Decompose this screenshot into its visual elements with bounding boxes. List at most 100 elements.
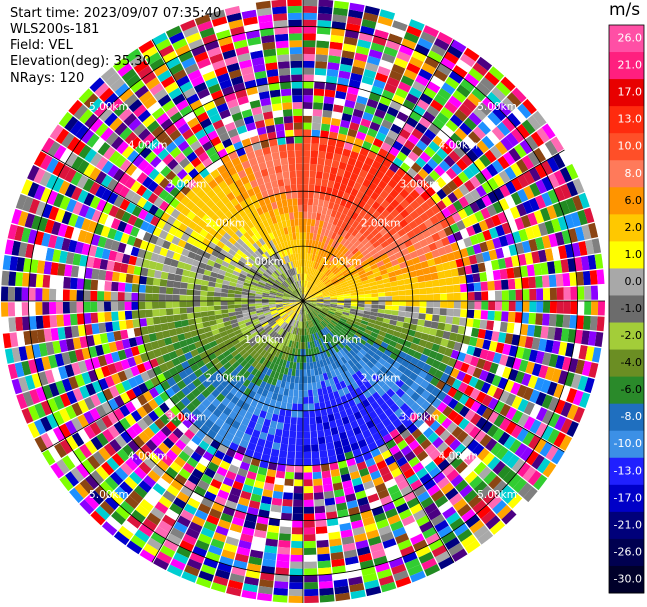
radar-gate <box>303 287 305 295</box>
radar-gate <box>337 366 345 375</box>
radar-gate <box>461 434 474 448</box>
radar-gate <box>120 500 135 515</box>
radar-gate <box>215 569 231 580</box>
radar-gate <box>241 589 257 600</box>
radar-gate <box>310 423 317 432</box>
radar-gate <box>265 315 273 320</box>
radar-gate <box>366 233 375 241</box>
radar-gate <box>426 393 437 405</box>
radar-gate <box>385 296 393 301</box>
radar-gate <box>313 254 318 262</box>
radar-gate <box>152 316 161 325</box>
radar-gate <box>290 303 297 308</box>
radar-gate <box>152 309 160 317</box>
radar-gate <box>113 395 125 408</box>
radar-gate <box>460 362 470 373</box>
radar-gate <box>54 442 67 458</box>
radar-gate <box>574 226 585 242</box>
radar-gate <box>45 341 55 356</box>
radar-gate <box>394 342 404 351</box>
radar-gate <box>300 314 303 322</box>
radar-gate <box>182 325 191 333</box>
radar-gate <box>469 188 481 201</box>
radar-gate <box>333 345 340 353</box>
radar-gate <box>437 88 452 101</box>
radar-gate <box>459 228 470 239</box>
radar-gate <box>309 296 316 299</box>
radar-gate <box>564 372 575 387</box>
radar-gate <box>154 501 169 514</box>
radar-gate <box>247 337 255 345</box>
radar-gate <box>200 473 213 485</box>
radar-gate <box>450 39 467 53</box>
radar-gate <box>269 362 276 370</box>
radar-gate <box>128 337 138 348</box>
radar-gate <box>293 341 297 349</box>
radar-gate <box>450 242 460 252</box>
radar-gate <box>442 331 451 340</box>
radar-gate <box>455 479 469 493</box>
radar-gate <box>405 204 415 215</box>
radar-gate <box>186 402 197 413</box>
radar-gate <box>346 252 354 260</box>
radar-gate <box>420 411 431 422</box>
radar-gate <box>560 259 570 273</box>
radar-gate <box>535 350 545 364</box>
radar-gate <box>332 572 347 581</box>
radar-gate <box>340 372 348 381</box>
radar-gate <box>423 478 437 491</box>
radar-gate <box>249 287 257 291</box>
radar-gate <box>313 395 320 404</box>
radar-gate <box>264 335 271 342</box>
radar-gate <box>311 458 321 466</box>
radar-gate <box>245 354 253 363</box>
radar-gate <box>305 314 308 322</box>
radar-gate <box>372 416 382 426</box>
radar-gate <box>315 346 320 354</box>
radar-gate <box>166 377 177 387</box>
radar-gate <box>316 302 324 305</box>
radar-gate <box>245 513 258 523</box>
radar-gate <box>430 44 447 57</box>
radar-gate <box>431 387 442 398</box>
radar-gate <box>227 308 236 313</box>
radar-gate <box>450 349 460 360</box>
radar-gate <box>102 388 114 401</box>
radar-gate <box>74 349 85 362</box>
radar-gate <box>305 266 309 274</box>
radar-gate <box>382 433 393 444</box>
radar-gate <box>85 383 97 396</box>
radar-gate <box>437 229 447 239</box>
radar-gate <box>175 327 184 335</box>
radar-gate <box>108 341 118 353</box>
radar-gate <box>50 327 59 341</box>
radar-gate <box>145 439 158 452</box>
radar-gate <box>134 374 144 386</box>
radar-gate <box>576 271 584 286</box>
radar-gate <box>328 309 336 314</box>
radar-gate <box>420 333 429 341</box>
radar-gate <box>209 319 217 326</box>
radar-gate <box>453 145 466 158</box>
radar-gate <box>343 305 351 309</box>
radar-gate <box>280 401 287 410</box>
radar-gate <box>298 397 303 404</box>
radar-gate <box>360 276 369 282</box>
radar-gate <box>492 106 507 122</box>
radar-gate <box>324 400 332 409</box>
radar-gate <box>137 344 147 354</box>
radar-gate <box>257 592 273 602</box>
radar-gate <box>344 223 352 232</box>
radar-gate <box>332 280 340 286</box>
radar-gate <box>242 455 253 465</box>
radar-gate <box>541 425 554 441</box>
radar-gate <box>393 496 406 508</box>
radar-gate <box>258 329 266 336</box>
radar-gate <box>292 334 296 342</box>
radar-gate <box>404 354 414 363</box>
radar-gate <box>555 355 565 370</box>
radar-gate <box>303 198 308 205</box>
radar-gate <box>130 410 142 422</box>
radar-gate <box>423 25 439 38</box>
radar-gate <box>145 293 153 301</box>
